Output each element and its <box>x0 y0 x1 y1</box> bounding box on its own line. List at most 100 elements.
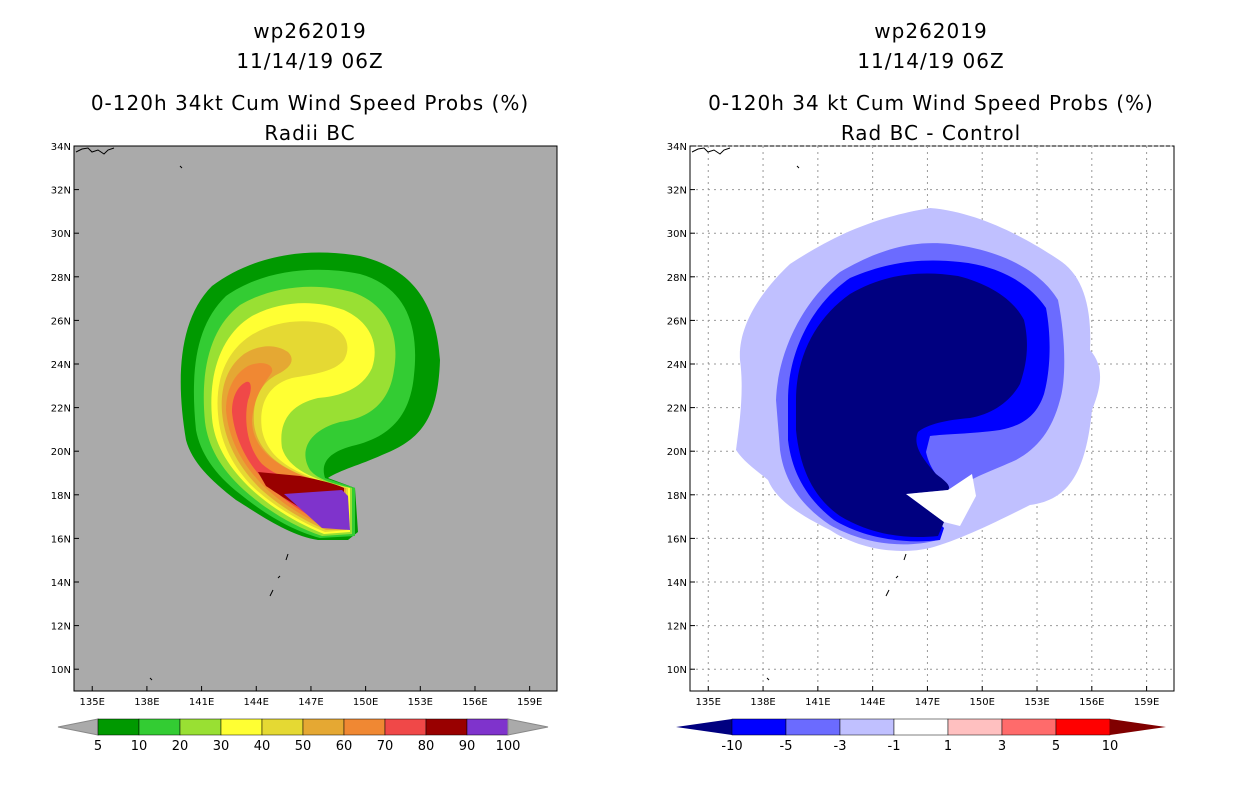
left-prob-contours <box>180 252 440 541</box>
y-tick-label: 34N <box>667 142 687 153</box>
right-date: 11/14/19 06Z <box>857 49 1005 73</box>
x-tick-label: 135E <box>696 697 721 708</box>
colorbar-swatch <box>138 718 181 736</box>
y-tick-label: 16N <box>667 534 687 545</box>
colorbar-label: 100 <box>496 739 521 754</box>
y-tick-label: 10N <box>51 665 71 676</box>
left-title-block: wp262019 11/14/19 06Z 0-120h 34kt Cum Wi… <box>60 16 560 148</box>
y-tick-label: 32N <box>667 186 687 197</box>
colorbar-swatch <box>97 718 140 736</box>
colorbar-label: 5 <box>1052 739 1060 754</box>
y-tick-label: 32N <box>51 186 71 197</box>
colorbar-label: 10 <box>1102 739 1119 754</box>
y-tick-label: 12N <box>667 622 687 633</box>
colorbar-swatch <box>466 718 509 736</box>
colorbar-swatch <box>839 718 895 736</box>
colorbar-swatch <box>384 718 427 736</box>
colorbar-under-triangle <box>57 718 99 736</box>
y-tick-label: 20N <box>667 447 687 458</box>
y-tick-label: 22N <box>51 404 71 415</box>
y-tick-label: 18N <box>667 491 687 502</box>
colorbar-under-triangle <box>676 719 732 735</box>
right-colorbar: -10 -5 -3 -1 1 3 5 10 <box>676 718 1166 754</box>
colorbar-label: 70 <box>377 739 394 754</box>
x-tick-label: 150E <box>353 697 378 708</box>
x-tick-label: 150E <box>970 697 995 708</box>
colorbar-swatch <box>893 718 949 736</box>
colorbar-label: -3 <box>834 739 847 754</box>
colorbar-label: 1 <box>944 739 952 754</box>
contour-minus10 <box>796 273 1027 538</box>
y-tick-label: 14N <box>667 578 687 589</box>
right-storm-id: wp262019 <box>874 19 988 43</box>
colorbar-swatch <box>261 718 304 736</box>
left-axis-ticks: 135E 138E 141E 144E 147E 150E 153E 156E 159E 34N 3… <box>51 142 543 708</box>
x-tick-label: 144E <box>860 697 885 708</box>
colorbar-over-triangle <box>507 718 549 736</box>
y-tick-label: 30N <box>667 229 687 240</box>
y-tick-label: 14N <box>51 578 71 589</box>
y-tick-label: 16N <box>51 534 71 545</box>
y-tick-label: 22N <box>667 404 687 415</box>
y-tick-label: 10N <box>667 665 687 676</box>
left-map: 135E 138E 141E 144E 147E 150E 153E 156E 159E 34N 3… <box>51 142 558 708</box>
x-tick-label: 156E <box>1079 697 1104 708</box>
colorbar-label: 10 <box>131 739 148 754</box>
x-tick-label: 156E <box>462 697 487 708</box>
right-chart-title: 0-120h 34 kt Cum Wind Speed Probs (%) <box>708 91 1154 115</box>
x-tick-label: 153E <box>408 697 433 708</box>
y-tick-label: 12N <box>51 622 71 633</box>
colorbar-label: 3 <box>998 739 1006 754</box>
left-coastlines <box>75 147 289 681</box>
y-tick-label: 28N <box>51 273 71 284</box>
colorbar-label: -1 <box>888 739 901 754</box>
colorbar-swatch <box>1055 718 1111 736</box>
right-coastlines <box>691 147 907 681</box>
colorbar-label: 80 <box>418 739 435 754</box>
right-axis-ticks: 135E 138E 141E 144E 147E 150E 153E 156E 159E 34N 3… <box>667 142 1160 708</box>
y-tick-label: 28N <box>667 273 687 284</box>
y-tick-label: 18N <box>51 491 71 502</box>
x-tick-label: 159E <box>517 697 542 708</box>
colorbar-swatch <box>731 718 787 736</box>
x-tick-label: 138E <box>750 697 775 708</box>
colorbar-swatch <box>785 718 841 736</box>
right-chart-subtitle: Rad BC - Control <box>840 121 1022 145</box>
colorbar-swatch <box>179 718 222 736</box>
colorbar-label: 40 <box>254 739 271 754</box>
colorbar-label: 5 <box>94 739 102 754</box>
x-tick-label: 159E <box>1134 697 1159 708</box>
y-tick-label: 24N <box>51 360 71 371</box>
left-chart-title: 0-120h 34kt Cum Wind Speed Probs (%) <box>90 91 530 115</box>
colorbar-label: 30 <box>213 739 230 754</box>
contour-90-100 <box>284 490 350 530</box>
colorbar-label: 20 <box>172 739 189 754</box>
white-notch <box>906 474 976 526</box>
y-tick-label: 34N <box>51 142 71 153</box>
left-chart-subtitle: Radii BC <box>264 121 356 145</box>
left-storm-id: wp262019 <box>253 19 367 43</box>
y-tick-label: 24N <box>667 360 687 371</box>
right-title-block: wp262019 11/14/19 06Z 0-120h 34 kt Cum W… <box>676 16 1186 148</box>
x-tick-label: 141E <box>189 697 214 708</box>
colorbar-label: 90 <box>459 739 476 754</box>
x-tick-label: 147E <box>915 697 940 708</box>
colorbar-over-triangle <box>1110 719 1166 735</box>
colorbar-swatch <box>1001 718 1057 736</box>
left-date: 11/14/19 06Z <box>236 49 384 73</box>
y-tick-label: 30N <box>51 229 71 240</box>
x-tick-label: 144E <box>244 697 269 708</box>
colorbar-label: 50 <box>295 739 312 754</box>
colorbar-swatch <box>947 718 1003 736</box>
x-tick-label: 147E <box>298 697 323 708</box>
x-tick-label: 138E <box>134 697 159 708</box>
colorbar-label: -10 <box>721 739 742 754</box>
colorbar-swatch <box>343 718 386 736</box>
x-tick-label: 135E <box>80 697 105 708</box>
colorbar-swatch <box>425 718 468 736</box>
y-tick-label: 26N <box>51 316 71 327</box>
x-tick-label: 141E <box>805 697 830 708</box>
y-tick-label: 26N <box>667 316 687 327</box>
x-tick-label: 153E <box>1024 697 1049 708</box>
colorbar-swatch <box>302 718 345 736</box>
